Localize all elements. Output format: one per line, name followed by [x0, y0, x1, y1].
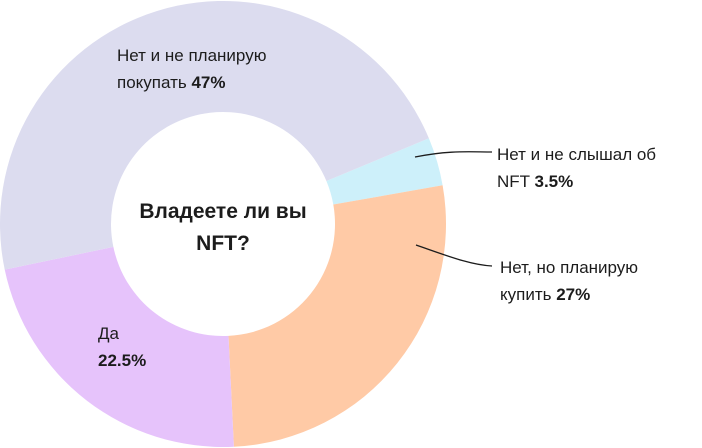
- donut-slice: [228, 185, 446, 447]
- slice-label: Да 22.5%: [98, 320, 168, 374]
- value-label: 27%: [556, 285, 591, 304]
- value-label: 3.5%: [534, 172, 574, 191]
- donut-slice: [326, 138, 443, 205]
- slice-label: Нет и не слышал об NFT 3.5%: [497, 141, 677, 195]
- category-label: Да: [98, 324, 119, 343]
- slice-label: Нет, но планирую купить 27%: [500, 254, 690, 308]
- category-label: Нет и не слышал об NFT: [497, 145, 657, 191]
- leader-line: [414, 151, 493, 158]
- donut-slice: [4, 246, 234, 447]
- category-label: Нет и не планирую покупать: [117, 46, 267, 92]
- slice-label: Нет и не планирую покупать 47%: [117, 42, 317, 96]
- category-label: Нет, но планирую купить: [500, 258, 639, 304]
- chart-title: Владеете ли вы NFT?: [139, 200, 307, 255]
- value-label: 47%: [191, 73, 226, 92]
- leader-line: [415, 244, 493, 267]
- value-label: 22.5%: [98, 351, 147, 370]
- donut-slice: [0, 1, 429, 270]
